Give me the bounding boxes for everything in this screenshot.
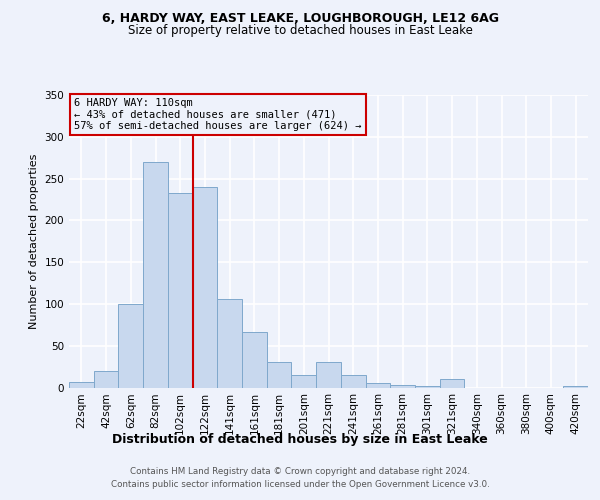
Bar: [341, 375, 365, 388]
Bar: [118, 304, 143, 388]
Bar: [563, 386, 588, 388]
Text: Distribution of detached houses by size in East Leake: Distribution of detached houses by size …: [112, 432, 488, 446]
Bar: [94, 371, 118, 388]
Bar: [292, 375, 316, 388]
Text: Size of property relative to detached houses in East Leake: Size of property relative to detached ho…: [128, 24, 472, 37]
Bar: [267, 362, 292, 388]
Bar: [365, 384, 390, 388]
Bar: [242, 332, 267, 388]
Bar: [316, 362, 341, 388]
Text: 6 HARDY WAY: 110sqm
← 43% of detached houses are smaller (471)
57% of semi-detac: 6 HARDY WAY: 110sqm ← 43% of detached ho…: [74, 98, 362, 131]
Bar: [217, 299, 242, 388]
Bar: [415, 386, 440, 388]
Bar: [143, 162, 168, 388]
Text: Contains public sector information licensed under the Open Government Licence v3: Contains public sector information licen…: [110, 480, 490, 489]
Text: Contains HM Land Registry data © Crown copyright and database right 2024.: Contains HM Land Registry data © Crown c…: [130, 467, 470, 476]
Text: 6, HARDY WAY, EAST LEAKE, LOUGHBOROUGH, LE12 6AG: 6, HARDY WAY, EAST LEAKE, LOUGHBOROUGH, …: [101, 12, 499, 26]
Bar: [390, 385, 415, 388]
Bar: [440, 379, 464, 388]
Y-axis label: Number of detached properties: Number of detached properties: [29, 154, 39, 329]
Bar: [168, 193, 193, 388]
Bar: [193, 187, 217, 388]
Bar: [69, 382, 94, 388]
